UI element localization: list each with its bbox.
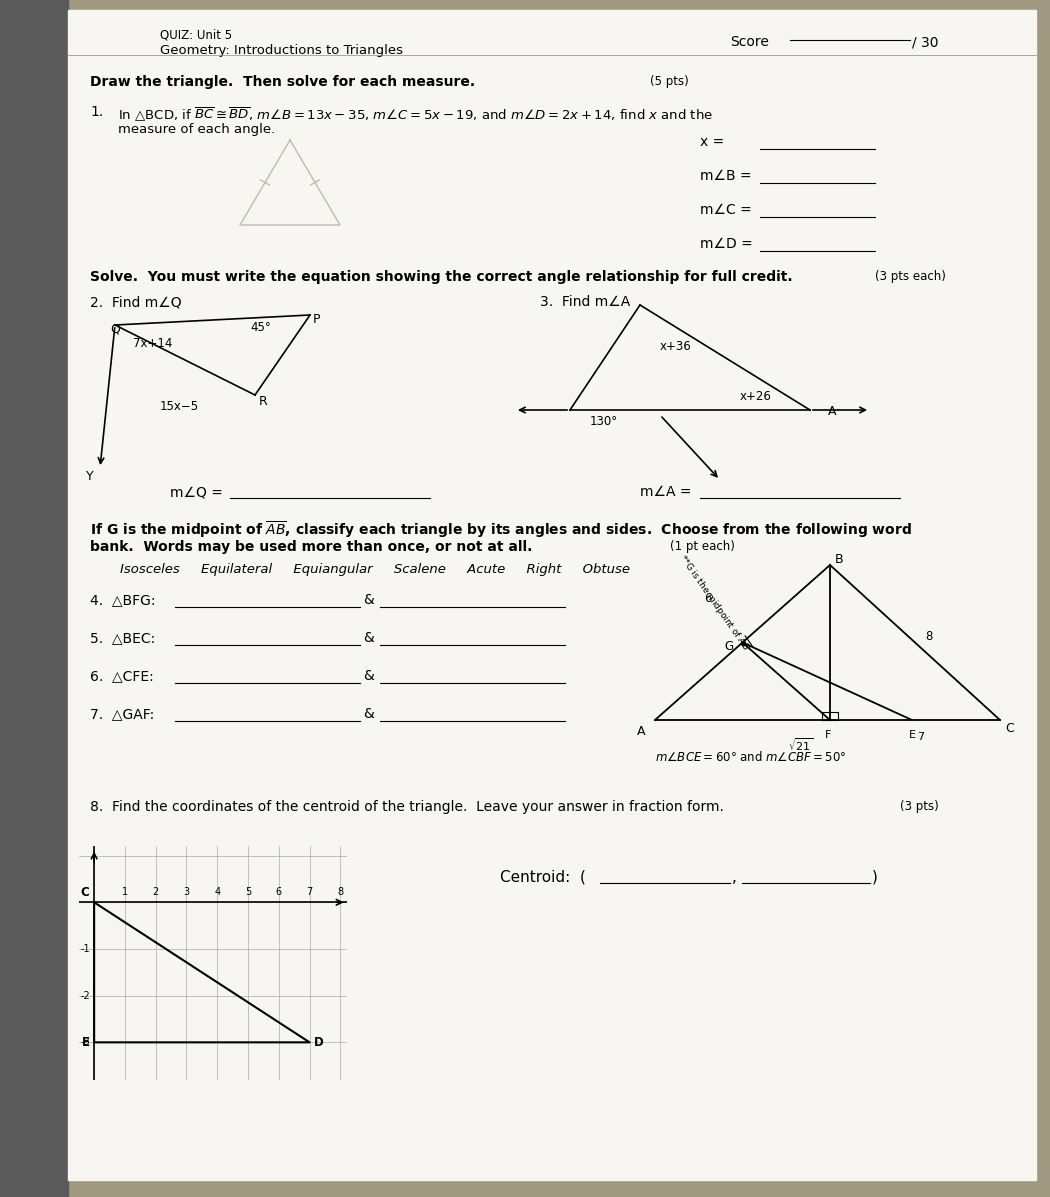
Text: 130°: 130° [590,415,618,429]
Text: $m\angle BCE = 60°$ and $m\angle CBF = 50°$: $m\angle BCE = 60°$ and $m\angle CBF = 5… [655,751,846,764]
Text: &: & [363,631,374,645]
Text: x =: x = [700,135,724,148]
Text: Score: Score [730,35,769,49]
Text: 4: 4 [214,887,220,897]
Text: 1: 1 [122,887,128,897]
Text: In △BCD, if $\overline{BC} \cong \overline{BD}$, $m\angle B = 13x - 35$, $m\angl: In △BCD, if $\overline{BC} \cong \overli… [118,105,713,123]
Text: 3: 3 [184,887,190,897]
Text: 45°: 45° [250,321,271,334]
Text: Isosceles     Equilateral     Equiangular     Scalene     Acute     Right     Ob: Isosceles Equilateral Equiangular Scalen… [120,563,630,576]
Text: F: F [825,730,832,740]
Text: Y: Y [86,470,93,484]
Text: C: C [81,886,89,899]
Text: 8: 8 [337,887,343,897]
Text: P: P [313,312,320,326]
Text: -1: -1 [81,944,90,954]
Text: C: C [1005,722,1013,735]
Text: 6.  △CFE:: 6. △CFE: [90,669,153,683]
Text: m∠C =: m∠C = [700,203,752,217]
Text: 2.  Find m∠Q: 2. Find m∠Q [90,294,182,309]
Text: Geometry: Introductions to Triangles: Geometry: Introductions to Triangles [160,44,403,57]
Text: bank.  Words may be used more than once, or not at all.: bank. Words may be used more than once, … [90,540,532,554]
Text: &: & [363,593,374,607]
Text: 4.  △BFG:: 4. △BFG: [90,593,155,607]
Text: 1.: 1. [90,105,103,119]
Text: 5.  △BEC:: 5. △BEC: [90,631,155,645]
Text: -2: -2 [81,991,90,1001]
Bar [0,0,68,1197]
Text: Solve.  You must write the equation showing the correct angle relationship for f: Solve. You must write the equation showi… [90,271,793,284]
Text: Q: Q [110,323,120,336]
Text: 7: 7 [917,733,924,742]
Text: 3.  Find m∠A: 3. Find m∠A [540,294,630,309]
Text: x+26: x+26 [740,390,772,403]
Text: -3: -3 [81,1038,90,1047]
Text: B: B [835,553,843,566]
Text: (3 pts each): (3 pts each) [875,271,946,282]
Text: 2: 2 [152,887,159,897]
Text: (3 pts): (3 pts) [900,800,939,813]
Text: (1 pt each): (1 pt each) [670,540,735,553]
Text: 15x−5: 15x−5 [160,400,200,413]
Text: ,: , [732,870,737,885]
Text: QUIZ: Unit 5: QUIZ: Unit 5 [160,28,232,41]
Text: E: E [82,1035,89,1049]
Text: m∠D =: m∠D = [700,237,753,251]
Text: measure of each angle.: measure of each angle. [118,123,275,136]
Text: 8.  Find the coordinates of the centroid of the triangle.  Leave your answer in : 8. Find the coordinates of the centroid … [90,800,723,814]
Text: 6: 6 [705,593,712,606]
Text: **G is the midpoint of $\overline{AB}$: **G is the midpoint of $\overline{AB}$ [675,551,754,654]
Text: 6: 6 [276,887,281,897]
Text: 7x+14: 7x+14 [133,338,172,350]
Text: 5: 5 [245,887,251,897]
Text: Centroid:  (: Centroid: ( [500,870,586,885]
Text: R: R [259,395,268,408]
Text: D: D [314,1035,324,1049]
Text: m∠B =: m∠B = [700,169,752,183]
Text: Draw the triangle.  Then solve for each measure.: Draw the triangle. Then solve for each m… [90,75,475,89]
Text: m∠A =: m∠A = [640,485,692,499]
Text: x+36: x+36 [660,340,692,353]
Text: m∠Q =: m∠Q = [170,485,223,499]
Text: If G is the midpoint of $\overline{AB}$, classify each triangle by its angles an: If G is the midpoint of $\overline{AB}$,… [90,519,911,540]
Text: ): ) [872,870,878,885]
Text: &: & [363,669,374,683]
Text: A: A [637,725,646,739]
Text: G: G [724,640,734,654]
Text: / 30: / 30 [912,35,939,49]
Text: E: E [909,730,916,740]
Text: (5 pts): (5 pts) [650,75,689,89]
Text: 7.  △GAF:: 7. △GAF: [90,707,154,721]
Text: 8: 8 [925,630,932,643]
Text: 7: 7 [307,887,313,897]
Text: &: & [363,707,374,721]
Text: A: A [828,405,837,418]
Text: $\sqrt{21}$: $\sqrt{21}$ [788,736,813,753]
